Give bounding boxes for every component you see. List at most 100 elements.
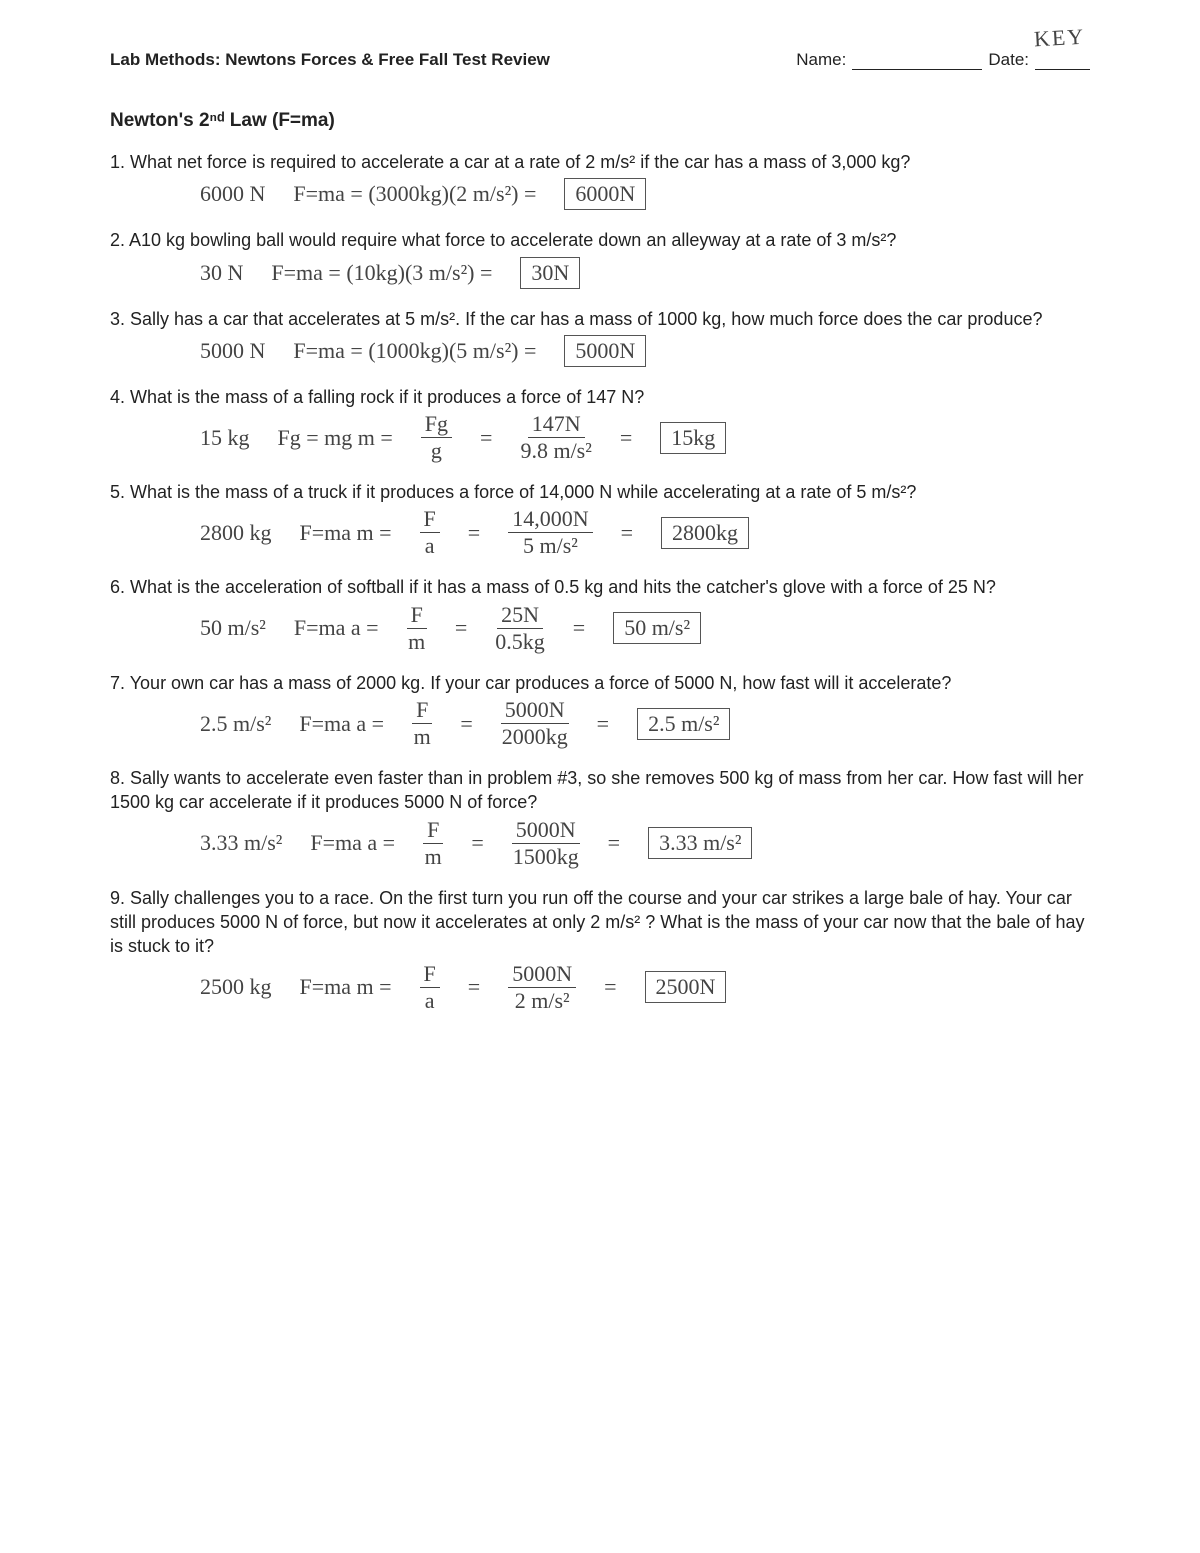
q8-frac2-num: 5000N [512, 819, 580, 844]
q8-work: 3.33 m/s² F=ma a = F m = 5000N 1500kg = … [200, 819, 1090, 868]
name-date-block: Name: Date: [796, 50, 1090, 70]
q4-frac2: 147N 9.8 m/s² [520, 413, 591, 462]
q4-lhs: Fg = mg m = [278, 425, 393, 451]
q9-eq: = [468, 974, 480, 1000]
q6-frac1-num: F [407, 604, 427, 629]
name-label: Name: [796, 50, 846, 70]
q6-answer: 50 m/s² [200, 615, 266, 641]
q5-prompt: 5. What is the mass of a truck if it pro… [110, 480, 1090, 504]
q9-answer: 2500 kg [200, 974, 272, 1000]
q9-frac2-num: 5000N [508, 963, 576, 988]
q7-prompt: 7. Your own car has a mass of 2000 kg. I… [110, 671, 1090, 695]
q7-eq2: = [597, 711, 609, 737]
q5-frac1-num: F [420, 508, 440, 533]
q5-boxed: 2800kg [661, 517, 749, 549]
q2-work: 30 N F=ma = (10kg)(3 m/s²) = 30N [200, 257, 1090, 289]
q4-work: 15 kg Fg = mg m = Fg g = 147N 9.8 m/s² =… [200, 413, 1090, 462]
q4-boxed: 15kg [660, 422, 726, 454]
header-row: Lab Methods: Newtons Forces & Free Fall … [110, 50, 1090, 70]
q8-boxed: 3.33 m/s² [648, 827, 752, 859]
q3-answer: 5000 N [200, 338, 265, 364]
section-title: Newton's 2ⁿᵈ Law (F=ma) [110, 110, 1090, 132]
q7-frac1-den: m [414, 724, 431, 748]
q2-boxed: 30N [520, 257, 580, 289]
q1-work: 6000 N F=ma = (3000kg)(2 m/s²) = 6000N [200, 178, 1090, 210]
q6-lhs: F=ma a = [294, 615, 379, 641]
date-label: Date: [988, 50, 1029, 70]
q4-frac2-den: 9.8 m/s² [520, 438, 591, 462]
q8-frac1: F m [423, 819, 443, 868]
q4-eq: = [480, 425, 492, 451]
q5-frac1-den: a [425, 533, 435, 557]
q1-answer: 6000 N [200, 181, 265, 207]
q4-frac1: Fg g [421, 413, 452, 462]
q8-prompt: 8. Sally wants to accelerate even faster… [110, 766, 1090, 815]
q7-work: 2.5 m/s² F=ma a = F m = 5000N 2000kg = 2… [200, 699, 1090, 748]
q6-work: 50 m/s² F=ma a = F m = 25N 0.5kg = 50 m/… [200, 604, 1090, 653]
q9-lhs: F=ma m = [300, 974, 392, 1000]
q6-frac1: F m [407, 604, 427, 653]
q6-boxed: 50 m/s² [613, 612, 701, 644]
q6-frac2-den: 0.5kg [495, 629, 545, 653]
q9-eq2: = [604, 974, 616, 1000]
q9-boxed: 2500N [645, 971, 727, 1003]
q4-frac1-num: Fg [421, 413, 452, 438]
q6-frac2: 25N 0.5kg [495, 604, 545, 653]
q7-eq: = [460, 711, 472, 737]
q4-frac1-den: g [431, 438, 442, 462]
q2-prompt: 2. A10 kg bowling ball would require wha… [110, 228, 1090, 252]
q8-eq2: = [608, 830, 620, 856]
q7-frac2-num: 5000N [501, 699, 569, 724]
q9-frac1: F a [420, 963, 440, 1012]
q5-frac1: F a [420, 508, 440, 557]
q9-work: 2500 kg F=ma m = F a = 5000N 2 m/s² = 25… [200, 963, 1090, 1012]
q9-frac1-den: a [425, 988, 435, 1012]
q7-answer: 2.5 m/s² [200, 711, 271, 737]
q8-lhs: F=ma a = [310, 830, 395, 856]
worksheet-title: Lab Methods: Newtons Forces & Free Fall … [110, 50, 550, 70]
key-handwriting: KEY [1033, 24, 1086, 53]
q9-frac2: 5000N 2 m/s² [508, 963, 576, 1012]
q8-frac1-den: m [425, 844, 442, 868]
q3-prompt: 3. Sally has a car that accelerates at 5… [110, 307, 1090, 331]
q2-answer: 30 N [200, 260, 243, 286]
q5-answer: 2800 kg [200, 520, 272, 546]
q7-frac1: F m [412, 699, 432, 748]
q1-boxed: 6000N [564, 178, 646, 210]
q9-frac2-den: 2 m/s² [515, 988, 570, 1012]
q8-frac2: 5000N 1500kg [512, 819, 580, 868]
q9-frac1-num: F [420, 963, 440, 988]
q4-eq2: = [620, 425, 632, 451]
q7-frac2-den: 2000kg [502, 724, 568, 748]
q7-frac2: 5000N 2000kg [501, 699, 569, 748]
q6-eq: = [455, 615, 467, 641]
q8-eq: = [471, 830, 483, 856]
q3-boxed: 5000N [564, 335, 646, 367]
q6-frac2-num: 25N [497, 604, 543, 629]
q5-work: 2800 kg F=ma m = F a = 14,000N 5 m/s² = … [200, 508, 1090, 557]
q8-answer: 3.33 m/s² [200, 830, 282, 856]
q5-frac2: 14,000N 5 m/s² [508, 508, 592, 557]
date-blank [1035, 51, 1090, 70]
worksheet-page: KEY Lab Methods: Newtons Forces & Free F… [0, 0, 1200, 1553]
q5-lhs: F=ma m = [300, 520, 392, 546]
q4-prompt: 4. What is the mass of a falling rock if… [110, 385, 1090, 409]
name-blank [852, 51, 982, 70]
q2-calc: F=ma = (10kg)(3 m/s²) = [271, 260, 492, 286]
q6-eq2: = [573, 615, 585, 641]
q4-frac2-num: 147N [528, 413, 585, 438]
q6-frac1-den: m [408, 629, 425, 653]
q5-eq: = [468, 520, 480, 546]
q8-frac1-num: F [423, 819, 443, 844]
q8-frac2-den: 1500kg [513, 844, 579, 868]
q4-answer: 15 kg [200, 425, 250, 451]
q6-prompt: 6. What is the acceleration of softball … [110, 575, 1090, 599]
q7-boxed: 2.5 m/s² [637, 708, 730, 740]
q5-eq2: = [621, 520, 633, 546]
q3-calc: F=ma = (1000kg)(5 m/s²) = [293, 338, 536, 364]
q7-frac1-num: F [412, 699, 432, 724]
q1-calc: F=ma = (3000kg)(2 m/s²) = [293, 181, 536, 207]
q3-work: 5000 N F=ma = (1000kg)(5 m/s²) = 5000N [200, 335, 1090, 367]
q7-lhs: F=ma a = [299, 711, 384, 737]
q9-prompt: 9. Sally challenges you to a race. On th… [110, 886, 1090, 959]
